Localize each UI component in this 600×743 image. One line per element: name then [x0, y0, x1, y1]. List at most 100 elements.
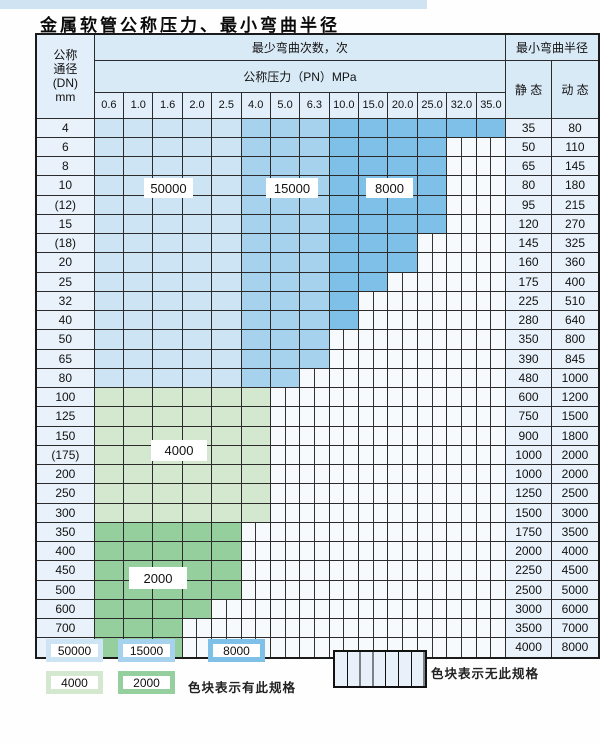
static-radius-cell: 2000 — [505, 540, 552, 562]
spec-available-cell — [152, 463, 183, 485]
spec-unavailable-cell — [416, 271, 448, 292]
spec-unavailable-cell — [269, 560, 301, 581]
spec-unavailable-cell — [269, 521, 301, 543]
spec-available-cell — [269, 252, 301, 273]
spec-available-cell — [181, 155, 213, 177]
spec-unavailable-cell — [357, 406, 389, 427]
legend-no-spec-text: 色块表示无此规格 — [431, 667, 540, 681]
spec-unavailable-cell — [446, 271, 477, 292]
spec-available-cell — [152, 617, 183, 639]
spec-available-cell — [93, 579, 125, 600]
spec-unavailable-cell — [328, 483, 360, 504]
table-row: (18) 145 325 — [35, 232, 600, 254]
spec-available-cell — [152, 213, 183, 235]
spec-unavailable-cell — [446, 252, 477, 273]
spec-unavailable-cell — [299, 617, 330, 639]
spec-unavailable-cell — [181, 637, 213, 658]
spec-unavailable-cell — [446, 579, 477, 600]
spec-unavailable-cell — [446, 617, 477, 639]
spec-unavailable-cell — [475, 175, 507, 196]
legend-has-spec-text: 色块表示有此规格 — [188, 681, 297, 695]
spec-unavailable-cell — [387, 367, 418, 389]
spec-unavailable-cell — [357, 598, 389, 620]
spec-unavailable-cell — [357, 579, 389, 600]
dn-cell: 15 — [35, 213, 95, 235]
spec-unavailable-cell — [475, 136, 507, 158]
spec-unavailable-cell — [387, 579, 418, 600]
legend-chip-15000-label: 15000 — [129, 643, 164, 658]
static-radius-cell: 1250 — [505, 483, 552, 504]
spec-available-cell — [152, 309, 183, 331]
spec-available-cell — [240, 290, 271, 312]
table-row: 500 2500 5000 — [35, 579, 600, 600]
legend-chip-50000: 50000 — [46, 639, 103, 662]
spec-unavailable-cell — [446, 348, 477, 369]
spec-available-cell — [123, 367, 154, 389]
spec-unavailable-cell — [328, 367, 360, 389]
spec-available-cell — [211, 329, 242, 350]
spec-available-cell — [181, 386, 213, 408]
spec-unavailable-cell — [416, 425, 448, 446]
spec-unavailable-cell — [416, 483, 448, 504]
spec-unavailable-cell — [475, 155, 507, 177]
spec-available-cell — [93, 329, 125, 350]
static-column-header: 静 态 — [505, 59, 552, 119]
table-row: 700 3500 7000 — [35, 617, 600, 639]
table-row: 65 390 845 — [35, 348, 600, 369]
spec-available-cell — [387, 213, 418, 235]
spec-available-cell — [416, 175, 448, 196]
legend-chip-8000-label: 8000 — [223, 643, 250, 658]
dn-cell: 500 — [35, 579, 95, 600]
dynamic-radius-cell: 270 — [551, 213, 600, 235]
spec-available-cell — [211, 117, 242, 138]
spec-available-cell — [93, 175, 125, 196]
dynamic-radius-cell: 800 — [551, 329, 600, 350]
spec-unavailable-cell — [299, 502, 330, 523]
spec-available-cell — [211, 348, 242, 369]
spec-available-cell — [181, 579, 213, 600]
spec-unavailable-cell — [269, 463, 301, 485]
spec-available-cell — [240, 271, 271, 292]
table-row: 300 1500 3000 — [35, 502, 600, 523]
static-radius-cell: 160 — [505, 252, 552, 273]
zone-label-4000: 4000 — [151, 440, 207, 461]
spec-available-cell — [181, 136, 213, 158]
dynamic-radius-cell: 2500 — [551, 483, 600, 504]
spec-available-cell — [416, 117, 448, 138]
spec-available-cell — [240, 463, 271, 485]
spec-unavailable-cell — [475, 271, 507, 292]
table-row: 80 480 1000 — [35, 367, 600, 389]
table-row: 450 2250 4500 — [35, 560, 600, 581]
spec-unavailable-cell — [475, 444, 507, 466]
spec-unavailable-cell — [357, 367, 389, 389]
spec-available-cell — [123, 290, 154, 312]
spec-unavailable-cell — [446, 521, 477, 543]
spec-unavailable-cell — [387, 271, 418, 292]
spec-unavailable-cell — [475, 560, 507, 581]
table-row: 32 225 510 — [35, 290, 600, 312]
spec-available-cell — [269, 271, 301, 292]
dynamic-radius-cell: 510 — [551, 290, 600, 312]
spec-unavailable-cell — [328, 502, 360, 523]
spec-available-cell — [357, 136, 389, 158]
table-row: 6 50 110 — [35, 136, 600, 158]
table-row: 400 2000 4000 — [35, 540, 600, 562]
dn-cell: 50 — [35, 329, 95, 350]
dn-cell: (12) — [35, 194, 95, 215]
spec-available-cell — [269, 194, 301, 215]
spec-unavailable-cell — [387, 463, 418, 485]
spec-available-cell — [123, 483, 154, 504]
spec-available-cell — [299, 271, 330, 292]
legend-chip-2000: 2000 — [118, 671, 175, 694]
spec-unavailable-cell — [416, 406, 448, 427]
dynamic-radius-cell: 1200 — [551, 386, 600, 408]
pressure-value-header: 0.6 — [93, 91, 125, 119]
spec-available-cell — [211, 309, 242, 331]
spec-available-cell — [93, 194, 125, 215]
spec-unavailable-cell — [269, 386, 301, 408]
static-radius-cell: 120 — [505, 213, 552, 235]
spec-available-cell — [328, 271, 360, 292]
static-radius-cell: 3500 — [505, 617, 552, 639]
spec-available-cell — [328, 232, 360, 254]
spec-unavailable-cell — [475, 348, 507, 369]
